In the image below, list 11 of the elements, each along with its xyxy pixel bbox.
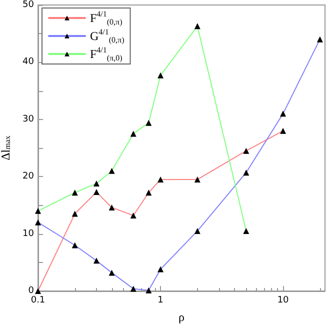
y-tick-label: 30: [22, 114, 34, 124]
y-tick-label: 20: [22, 172, 34, 182]
y-tick-label: 0: [28, 286, 34, 296]
y-tick-label: 10: [22, 228, 34, 239]
x-tick-label: 1: [158, 296, 164, 306]
y-axis-title: Δlmax: [0, 136, 13, 160]
y-tick-label: 40: [22, 57, 34, 68]
y-tick-label: 50: [22, 0, 34, 10]
x-tick-label: 0.1: [30, 296, 46, 306]
x-tick-label: 10: [277, 296, 290, 306]
x-axis-title: ρ: [178, 310, 184, 324]
